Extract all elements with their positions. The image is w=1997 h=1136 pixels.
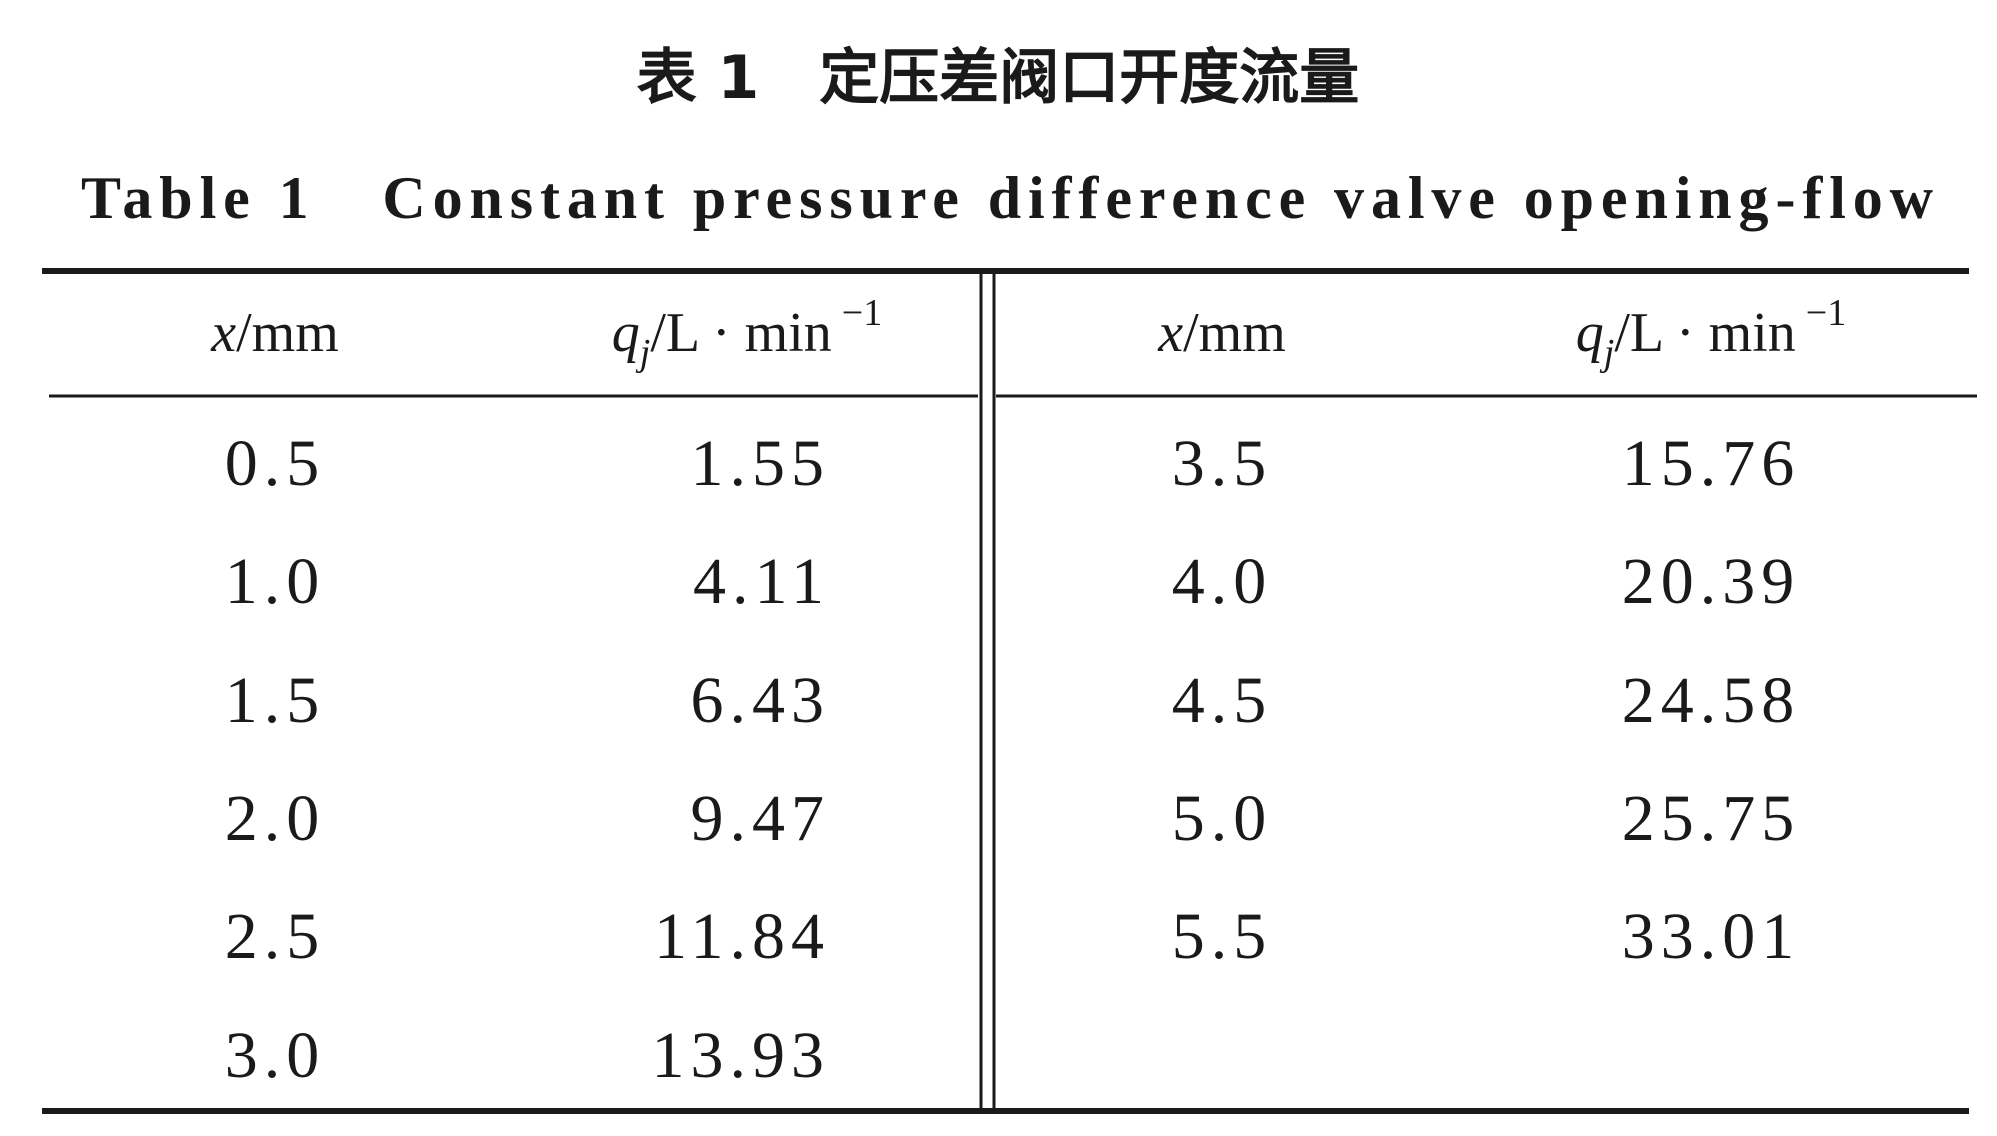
table-cell: 15.76 [1622, 427, 1801, 500]
header-symbol: x [210, 302, 236, 364]
table-cell: 24.58 [1622, 664, 1801, 737]
table-cell: 11.84 [654, 900, 830, 973]
table-cell: 0.5 [225, 427, 326, 500]
header-unit: /mm [1183, 302, 1286, 364]
table-cell: 3.5 [1172, 427, 1273, 500]
table-cell: 4.0 [1172, 545, 1273, 618]
table-cell: 1.5 [225, 664, 326, 737]
table-cell: 4.5 [1172, 664, 1273, 737]
column-header: qj/L · min −1 [1576, 292, 1846, 374]
header-unit: /mm [236, 302, 339, 364]
table-cell: 1.55 [691, 427, 831, 500]
title-en: Table 1 Constant pressure difference val… [81, 165, 1934, 231]
table-cell: 5.0 [1172, 782, 1273, 855]
header-unit: /L · min [650, 302, 831, 364]
header-symbol: q [612, 302, 640, 364]
table-cell: 2.5 [225, 900, 326, 973]
title-cn: 表 1 定压差阀口开度流量 [637, 43, 1360, 113]
header-superscript: −1 [842, 292, 882, 334]
column-header: x/mm [210, 302, 339, 364]
table-cell: 4.11 [693, 545, 830, 618]
header-superscript: −1 [1806, 292, 1846, 334]
column-header: x/mm [1157, 302, 1286, 364]
table-cell: 5.5 [1172, 900, 1273, 973]
table-cell: 25.75 [1622, 782, 1801, 855]
table-cell: 33.01 [1622, 900, 1801, 973]
header-symbol: x [1157, 302, 1183, 364]
header-unit: /L · min [1614, 302, 1795, 364]
table-cell: 2.0 [225, 782, 326, 855]
table-cell: 13.93 [652, 1019, 831, 1092]
column-header: qj/L · min −1 [612, 292, 882, 374]
table-cell: 9.47 [691, 782, 831, 855]
table-cell: 6.43 [691, 664, 831, 737]
table-cell: 3.0 [225, 1019, 326, 1092]
table-cell: 20.39 [1622, 545, 1801, 618]
header-symbol: q [1576, 302, 1604, 364]
table-cell: 1.0 [225, 545, 326, 618]
